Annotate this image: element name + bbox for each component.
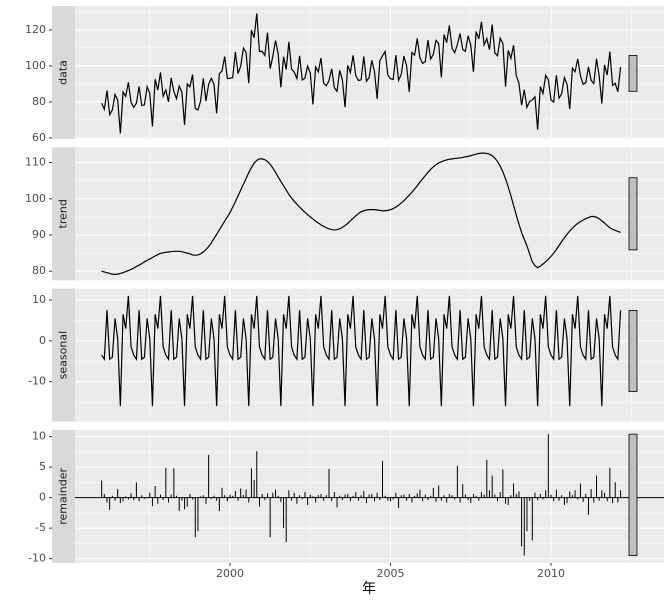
strip-background — [52, 429, 75, 563]
y-tick-label: 110 — [25, 156, 46, 169]
strip-label: remainder — [57, 468, 70, 525]
y-tick-label: 80 — [32, 95, 46, 108]
x-axis-title: 年 — [362, 581, 376, 597]
x-tick-label: 2010 — [537, 567, 565, 580]
range-bar — [628, 177, 638, 251]
data-line — [101, 13, 622, 134]
x-tick-label: 2005 — [377, 567, 405, 580]
y-tick-label: 10 — [32, 293, 46, 306]
range-bar — [628, 310, 638, 393]
data-line — [101, 295, 622, 407]
strip-background — [52, 147, 75, 281]
strip-background — [52, 288, 75, 422]
range-bar — [628, 55, 638, 92]
data-line — [101, 152, 621, 276]
y-tick-label: -10 — [28, 552, 46, 565]
y-tick-label: 120 — [25, 23, 46, 36]
x-tick-label: 2000 — [216, 567, 244, 580]
strip-background — [52, 6, 75, 139]
y-tick-label: -10 — [28, 375, 46, 388]
y-tick-label: 100 — [25, 59, 46, 72]
y-tick-label: 10 — [32, 430, 46, 443]
y-tick-label: 60 — [32, 131, 46, 144]
y-tick-label: 80 — [32, 264, 46, 277]
y-tick-label: 0 — [39, 334, 46, 347]
y-tick-label: 90 — [32, 228, 46, 241]
panel-background — [75, 147, 664, 281]
y-tick-label: 5 — [39, 460, 46, 473]
y-tick-label: 0 — [39, 491, 46, 504]
strip-label: data — [57, 60, 70, 85]
strip-label: trend — [57, 199, 70, 228]
y-tick-label: 100 — [25, 192, 46, 205]
strip-label: seasonal — [57, 331, 70, 379]
y-tick-label: -5 — [35, 521, 46, 534]
range-bar — [628, 433, 638, 556]
